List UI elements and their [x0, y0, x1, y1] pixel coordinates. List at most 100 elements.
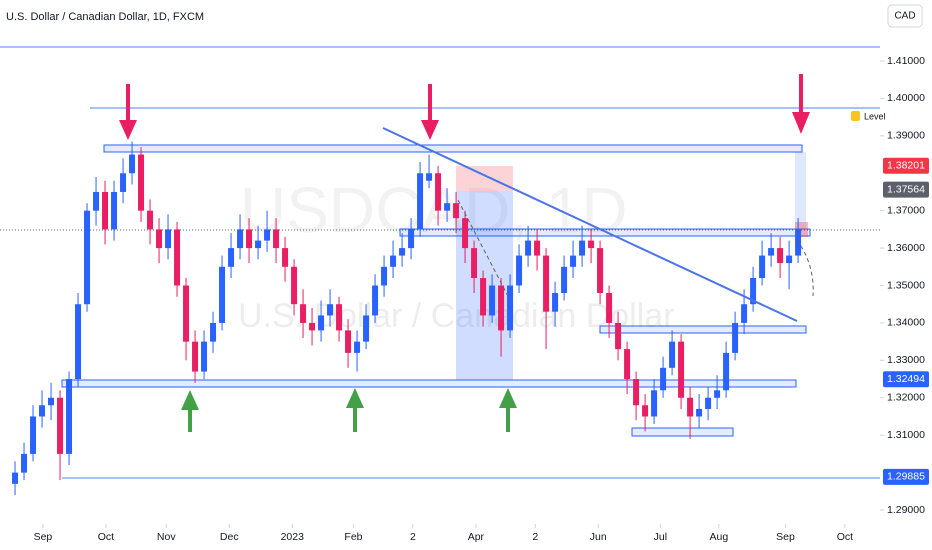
y-tick-label: 1.33000	[887, 354, 925, 366]
forecast-line	[796, 239, 814, 297]
price-badge	[883, 371, 929, 388]
candle-body	[138, 154, 145, 211]
candle-body	[525, 240, 532, 256]
candle-body	[570, 255, 577, 267]
currency-button[interactable]	[887, 4, 923, 28]
candle-body	[750, 278, 757, 305]
up-arrow	[181, 390, 199, 432]
candle-body	[633, 379, 640, 406]
candle-body	[471, 248, 478, 279]
x-tick-label: Apr	[468, 531, 485, 543]
candle-body	[363, 315, 370, 342]
y-tick-label: 1.29000	[887, 504, 925, 516]
candle-body	[39, 405, 46, 417]
x-tick-label: Jul	[654, 531, 667, 543]
candle-body	[408, 229, 415, 249]
candle-body	[354, 341, 361, 353]
watermark-symbol: USDCAD, 1D	[240, 174, 628, 246]
candle-body	[759, 255, 766, 279]
candle-body	[12, 472, 19, 484]
candle-body	[165, 229, 172, 249]
candle-body	[651, 390, 658, 417]
candle-body	[381, 266, 388, 286]
candle-body	[183, 285, 190, 342]
candle-body	[192, 341, 199, 372]
candle-body	[777, 248, 784, 264]
down-arrows	[119, 74, 810, 140]
candle-body	[444, 203, 451, 211]
zone	[103, 144, 803, 153]
candle-body	[201, 341, 208, 372]
candle-body	[516, 255, 523, 286]
candle-body	[417, 173, 424, 230]
candle-body	[534, 240, 541, 256]
price-badge	[883, 468, 929, 485]
y-tick-label: 1.39000	[887, 130, 925, 142]
candle-body	[84, 210, 91, 305]
candle-body	[21, 453, 28, 473]
candle-body	[264, 229, 271, 241]
candle-body	[291, 266, 298, 305]
candle-body	[318, 315, 325, 331]
x-tick-label: Sep	[776, 531, 795, 543]
projection-zone	[795, 152, 806, 229]
price-badge-label: 1.37564	[887, 183, 925, 195]
candle-body	[687, 397, 694, 417]
down-arrow	[792, 74, 810, 134]
candle-body	[390, 255, 397, 267]
y-tick-label: 1.37000	[887, 204, 925, 216]
candle-body	[75, 304, 82, 380]
candle-body	[588, 240, 595, 249]
x-tick-label: 2	[532, 531, 538, 543]
y-tick-label: 1.32000	[887, 392, 925, 404]
candle-body	[300, 304, 307, 323]
candle-body	[705, 397, 712, 409]
y-tick-label: 1.35000	[887, 279, 925, 291]
y-tick-label: 1.34000	[887, 317, 925, 329]
x-tick-label: 2	[410, 531, 416, 543]
candle-body	[102, 191, 109, 230]
x-tick-label: Dec	[220, 531, 239, 543]
level-icon	[851, 111, 860, 121]
candle-body	[120, 173, 127, 192]
candle-body	[111, 191, 118, 230]
x-tick-label: Aug	[710, 531, 729, 543]
down-arrow	[119, 84, 137, 140]
candle-body	[426, 173, 433, 181]
candle-body	[714, 390, 721, 398]
candle-body	[57, 397, 64, 454]
candle-body	[723, 352, 730, 391]
candle-body	[48, 397, 55, 406]
candle-body	[210, 322, 217, 342]
candle-body	[147, 210, 154, 230]
candle-body	[552, 292, 559, 312]
trend-line	[382, 127, 798, 322]
candle-body	[453, 203, 460, 219]
candle-body	[462, 218, 469, 249]
candle-body	[282, 248, 289, 267]
candle-body	[507, 285, 514, 331]
zone	[631, 427, 734, 437]
candle-body	[237, 229, 244, 249]
x-tick-label: Sep	[34, 531, 53, 543]
candle-body	[156, 229, 163, 249]
x-tick-label: Nov	[157, 531, 176, 543]
chart-title: U.S. Dollar / Canadian Dollar, 1D, FXCM	[6, 11, 204, 23]
candle-body	[597, 248, 604, 293]
y-tick-label: 1.40000	[887, 92, 925, 104]
candle-body	[615, 322, 622, 350]
candle-body	[399, 248, 406, 256]
candle-body	[741, 304, 748, 323]
level-label: Level	[864, 111, 886, 121]
candle-body	[606, 292, 613, 323]
candle-body	[795, 229, 802, 256]
axes: 1.41000 1.40000 1.39000 1.37000 1.36000 1.350…	[34, 55, 929, 543]
candle-body	[642, 405, 649, 417]
currency-label[interactable]: CAD	[894, 11, 915, 22]
candle-body	[309, 322, 316, 331]
candles	[12, 141, 802, 496]
candle-body	[66, 379, 73, 454]
x-tick-label: Feb	[344, 531, 362, 543]
